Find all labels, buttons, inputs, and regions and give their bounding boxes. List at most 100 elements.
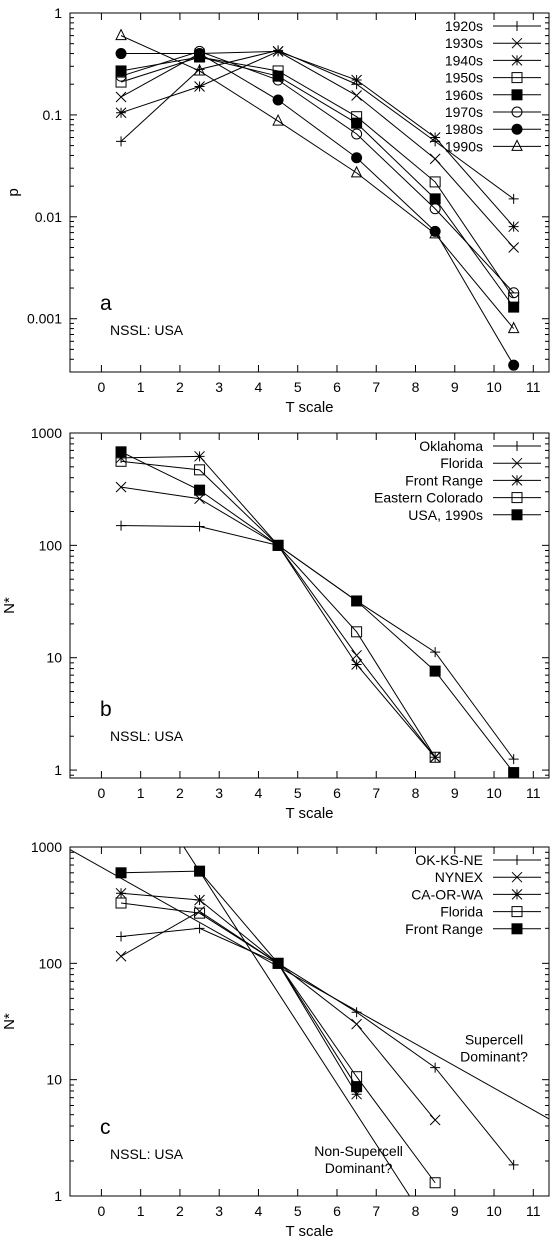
series-line-1950s [120, 56, 515, 299]
legend-marker [511, 923, 523, 935]
legend-marker [512, 441, 522, 451]
data-point [351, 659, 362, 670]
data-point [351, 1088, 362, 1100]
y-tick-label: 0.001 [27, 311, 62, 327]
legend-marker [511, 139, 523, 151]
legend-label: CA-OR-WA [411, 886, 483, 902]
data-point [429, 176, 441, 188]
data-point [194, 81, 205, 92]
legend-label: 1970s [445, 104, 483, 120]
data-point [429, 751, 441, 763]
plot-markers [115, 28, 520, 371]
legend-label: Florida [440, 455, 483, 471]
legend-label: Front Range [405, 472, 483, 488]
x-axis-label: T scale [285, 399, 333, 416]
annotation-text: Non-Supercell [314, 1143, 403, 1159]
annotation-text: Dominant? [325, 1160, 393, 1176]
data-point [429, 193, 441, 205]
x-tick-label: 3 [215, 785, 223, 801]
legend-marker [511, 492, 523, 504]
data-point [508, 301, 520, 313]
data-point [351, 90, 362, 101]
x-tick-label: 4 [255, 379, 263, 395]
x-tick-label: 2 [176, 379, 184, 395]
series-line-ok-ks-ne [120, 927, 515, 1166]
data-point [272, 957, 284, 969]
panel-label: NSSL: USA [110, 1146, 184, 1162]
data-point [351, 152, 363, 164]
data-point [115, 91, 127, 103]
plot-frame [69, 12, 550, 373]
data-point [351, 74, 362, 86]
legend-label: 1960s [445, 87, 483, 103]
data-point [115, 481, 127, 493]
x-tick-label: 7 [372, 1203, 380, 1219]
panel-letter: c [100, 1116, 111, 1139]
x-tick-label: 5 [294, 1203, 302, 1219]
data-point [508, 1159, 519, 1170]
y-tick-label: 100 [39, 955, 63, 971]
plot-lines [120, 35, 515, 366]
x-axis-label: T scale [285, 1223, 333, 1240]
series-line-oklahoma [121, 525, 515, 760]
x-tick-label: 6 [333, 785, 341, 801]
x-tick-label: 6 [333, 379, 341, 395]
y-tick-label: 1000 [31, 839, 62, 855]
legend-label: Eastern Colorado [374, 490, 483, 506]
data-point [508, 754, 519, 765]
series-line-florida [120, 902, 436, 1184]
legend-label: 1950s [445, 70, 483, 86]
x-tick-label: 11 [526, 1203, 541, 1219]
data-point [508, 287, 520, 299]
x-tick-label: 3 [215, 1203, 223, 1219]
data-point [115, 70, 127, 82]
data-point [115, 887, 127, 899]
data-point [115, 48, 127, 60]
x-tick-label: 4 [255, 785, 263, 801]
panel-letter: b [100, 698, 112, 721]
y-tick-label: 1000 [31, 425, 62, 441]
data-point [194, 450, 205, 462]
series-line-1940s [120, 50, 515, 228]
panel-letter: a [100, 292, 112, 315]
data-point [116, 931, 127, 942]
data-point [508, 359, 520, 371]
data-point [351, 117, 363, 129]
x-tick-label: 9 [451, 785, 459, 801]
y-tick-label: 100 [39, 537, 63, 553]
x-tick-label: 8 [412, 379, 420, 395]
data-point [115, 867, 127, 879]
x-tick-label: 1 [137, 785, 145, 801]
data-point [429, 153, 441, 165]
data-point [115, 950, 127, 962]
data-point [115, 76, 127, 88]
y-tick-label: 10 [46, 650, 62, 666]
x-tick-label: 9 [451, 379, 459, 395]
annotation-text: Dominant? [460, 1049, 528, 1065]
x-tick-label: 8 [412, 1203, 420, 1219]
y-tick-label: 0.1 [43, 107, 63, 123]
legend-label: 1980s [445, 121, 483, 137]
data-point [115, 446, 127, 458]
plot-frame [69, 846, 550, 1197]
data-point [508, 242, 520, 253]
data-point [507, 321, 520, 334]
legend-marker [512, 855, 522, 865]
x-tick-label: 4 [255, 1203, 263, 1219]
data-point [194, 907, 206, 919]
series-line-florida [120, 486, 436, 758]
data-point [429, 1114, 441, 1126]
data-point [115, 452, 127, 464]
x-tick-label: 7 [372, 379, 380, 395]
series-line-nynex [120, 910, 436, 1121]
data-point [272, 94, 284, 106]
x-tick-label: 3 [215, 379, 223, 395]
data-point [272, 74, 284, 86]
y-tick-label: 1 [54, 5, 62, 21]
data-point [429, 665, 441, 677]
x-tick-label: 0 [98, 379, 106, 395]
data-point [351, 595, 363, 607]
